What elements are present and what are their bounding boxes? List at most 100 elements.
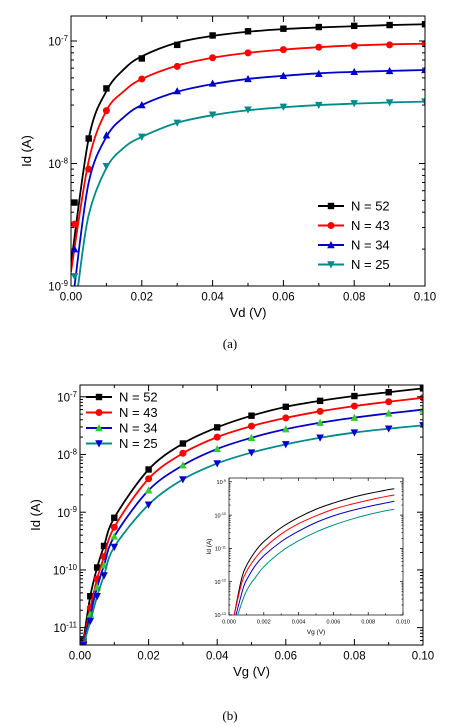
a-y-tick-label: 10-9 xyxy=(48,279,68,294)
a-series-3-point xyxy=(102,163,111,171)
b-series-1-point xyxy=(350,402,358,410)
a-series-3-point xyxy=(71,273,79,281)
a-series-2-point xyxy=(279,71,288,79)
a-series-0-point xyxy=(103,85,110,92)
b-series-0-point xyxy=(214,424,221,431)
b-inset-series-2-line xyxy=(235,500,395,615)
b-inset-series-1-line xyxy=(233,494,395,615)
b-series-0-point xyxy=(316,397,324,405)
b-series-0-point xyxy=(100,542,108,550)
a-y-axis-label: Id (A) xyxy=(19,135,34,167)
a-series-3-point xyxy=(244,106,252,114)
a-series-1-point xyxy=(71,220,79,228)
b-x-tick-label: 0.10 xyxy=(412,651,434,663)
b-series-0-point xyxy=(351,392,358,400)
b-x-tick-label: 0.06 xyxy=(275,651,297,663)
b-series-2-point xyxy=(179,461,187,469)
b-legend-0-marker xyxy=(95,393,103,401)
b-inset-series-3-line xyxy=(237,508,395,615)
a-x-tick-label: 0.00 xyxy=(60,292,82,304)
a-series-3-point xyxy=(385,99,394,107)
a-x-axis-label: Vd (V) xyxy=(230,305,267,320)
b-x-tick-label: 0.02 xyxy=(137,651,159,663)
a-legend-0-label: N = 52 xyxy=(351,199,390,214)
b-y-tick-label: 10-7 xyxy=(57,390,77,405)
a-series-2-point xyxy=(102,131,111,139)
a-series-3-point xyxy=(279,103,288,111)
a-series-layer xyxy=(71,21,425,286)
b-series-3-point xyxy=(144,501,153,509)
a-series-0-point xyxy=(315,23,322,31)
a-x-tick-label: 0.04 xyxy=(201,292,224,304)
a-series-2-point xyxy=(173,87,181,95)
b-inset-y-axis-label: Id (A) xyxy=(206,539,213,555)
b-series-0-point xyxy=(385,389,392,396)
panel-b-chart: 0.00 0.02 0.04 0.06 0.08 0.10 10-11 10-10 10-9 10… xyxy=(28,384,434,679)
panel-a-caption: (a) xyxy=(223,336,237,351)
a-series-0-point xyxy=(71,199,78,206)
b-series-0-point xyxy=(179,440,187,447)
b-y-tick-label: 10-9 xyxy=(57,505,77,520)
b-legend-2-marker xyxy=(95,424,103,432)
b-inset-x-tick-label: 0.000 xyxy=(222,620,236,626)
b-series-1-point xyxy=(145,475,153,483)
b-series-0-point xyxy=(419,385,423,392)
a-series-0-point xyxy=(174,41,181,49)
a-x-tick-label: 0.10 xyxy=(414,292,436,304)
a-legend-2-label: N = 34 xyxy=(351,238,390,253)
b-series-3-point xyxy=(384,425,393,433)
b-inset-y-tick-label: 10-13 xyxy=(214,612,226,619)
a-x-tick-label: 0.02 xyxy=(131,292,153,304)
a-series-1-point xyxy=(173,62,181,70)
a-series-1-point xyxy=(244,49,252,57)
a-series-3-point xyxy=(138,133,146,141)
b-series-3-point xyxy=(350,429,359,437)
a-series-1-point xyxy=(279,46,287,54)
a-series-0-point xyxy=(386,21,393,29)
b-series-0-point xyxy=(87,593,94,600)
b-series-1-point xyxy=(248,422,255,430)
b-inset-x-tick-label: 0.004 xyxy=(292,620,306,626)
b-series-3-point xyxy=(316,434,324,442)
a-series-2-point xyxy=(385,66,394,75)
b-y-tick-label: 10-8 xyxy=(57,447,77,462)
b-inset-x-tick-label: 0.002 xyxy=(257,620,271,626)
b-series-1-point xyxy=(282,414,290,422)
b-series-3-point xyxy=(80,641,88,645)
a-series-0-point xyxy=(138,55,145,62)
a-series-1-point xyxy=(350,42,358,50)
b-series-3-point xyxy=(179,476,187,484)
b-series-2-point xyxy=(384,409,393,417)
b-inset-x-tick-label: 0.006 xyxy=(327,620,341,626)
a-series-1-point xyxy=(386,41,394,49)
b-series-2-point xyxy=(247,433,256,441)
b-x-axis-label: Vg (V) xyxy=(233,664,270,679)
a-legend-1-label: N = 43 xyxy=(351,218,390,233)
b-y-tick-label: 10-10 xyxy=(53,563,78,578)
a-series-2-point xyxy=(350,67,358,76)
a-series-3-point xyxy=(173,119,181,127)
a-series-0-point xyxy=(244,28,252,35)
b-inset-series-layer xyxy=(233,488,395,615)
b-series-2-point xyxy=(213,444,221,453)
b-legend-0-label: N = 52 xyxy=(119,390,158,405)
a-series-1-point xyxy=(102,107,110,115)
b-inset-y-tick-label: 10-11 xyxy=(215,545,226,552)
a-legend-1-marker xyxy=(327,222,335,229)
b-series-3-point xyxy=(100,572,108,580)
b-inset-x-tick-label: 0.010 xyxy=(396,620,410,626)
a-series-3-point xyxy=(421,98,425,106)
a-series-2-point xyxy=(421,65,425,74)
a-x-tick-label: 0.08 xyxy=(343,292,365,304)
b-series-0-point xyxy=(111,514,118,521)
b-inset-chart: 0.000 0.002 0.004 0.006 0.008 0.010 10-13 10-12… xyxy=(206,472,410,639)
b-inset-y-tick-label: 10-12 xyxy=(214,579,226,586)
a-series-0-point xyxy=(351,22,358,30)
a-series-1-point xyxy=(209,54,217,62)
b-series-3-point xyxy=(419,422,423,430)
b-x-tick-label: 0.04 xyxy=(206,651,229,663)
b-series-2-point xyxy=(110,532,119,540)
b-inset-y-tick-label: 10-10 xyxy=(214,512,226,519)
panel-a-chart: 0.00 0.02 0.04 0.06 0.08 0.10 10-9 10-8 10-7 Vd (… xyxy=(19,15,436,320)
a-series-2-point xyxy=(138,101,146,109)
